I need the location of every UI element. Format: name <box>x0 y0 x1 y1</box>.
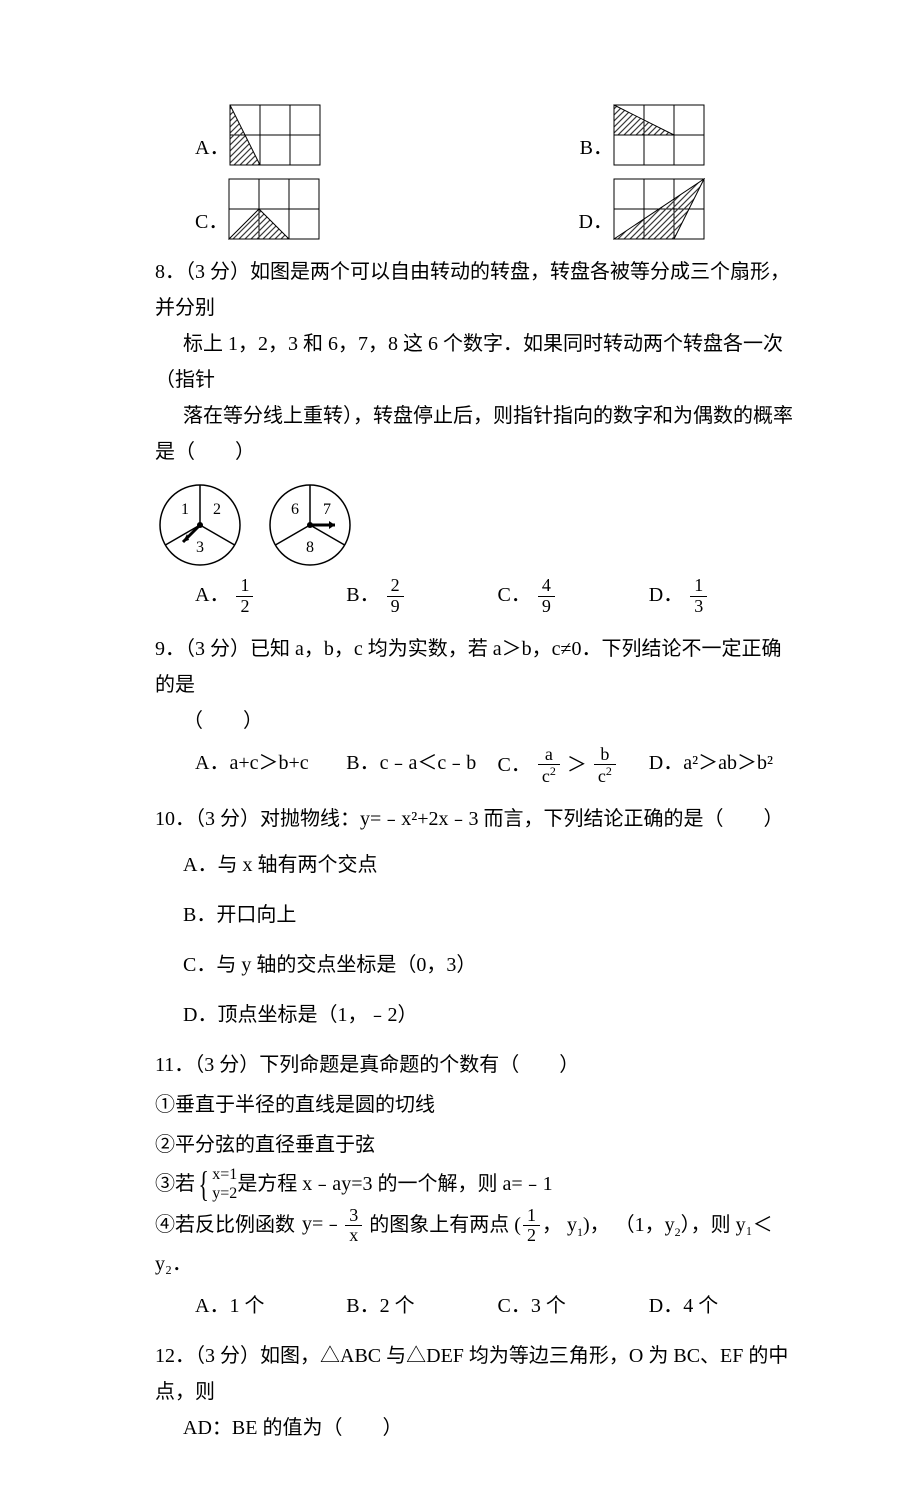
spinner-right: 6 7 8 <box>265 480 355 570</box>
q10-option-a: A．与 x 轴有两个交点 <box>155 847 800 883</box>
q9-stem-1: 9．（3 分）已知 a，b，c 均为实数，若 a＞b，c≠0．下列结论不一定正确… <box>155 631 800 703</box>
svg-text:2: 2 <box>213 501 221 518</box>
q8-stem-3: 落在等分线上重转），转盘停止后，则指针指向的数字和为偶数的概率是（ ） <box>155 398 800 470</box>
q8-stem-2: 标上 1，2，3 和 6，7，8 这 6 个数字．如果同时转动两个转盘各一次（指… <box>155 326 800 398</box>
text: 是方程 x﹣ay=3 的一个解，则 a=﹣1 <box>237 1166 552 1202</box>
option-label: C． <box>195 204 228 240</box>
q11-option-a: A．1 个 <box>195 1288 346 1324</box>
q7-option-d: D． <box>579 178 705 240</box>
q7-options: A． B． <box>155 104 800 240</box>
q7-thumb-d <box>613 178 705 240</box>
text: 的图象上有两点 <box>369 1213 509 1235</box>
svg-text:8: 8 <box>306 539 314 556</box>
brace-icon: { <box>198 1166 208 1202</box>
fraction: 12 <box>523 1206 540 1247</box>
q9-option-d: D．a²＞ab＞b² <box>649 745 800 788</box>
q8-option-a: A． 12 <box>195 576 346 617</box>
svg-text:1: 1 <box>181 501 189 518</box>
q8-option-c: C． 49 <box>498 576 649 617</box>
option-label: C． <box>498 753 531 775</box>
q10: 10．（3 分）对抛物线：y=﹣x²+2x﹣3 而言，下列结论正确的是（ ） A… <box>155 801 800 1033</box>
q11-option-c: C．3 个 <box>498 1288 649 1324</box>
q11-option-b: B．2 个 <box>346 1288 497 1324</box>
q9-option-c: C． a c2 ＞ b c2 <box>498 745 649 788</box>
svg-text:7: 7 <box>323 501 331 518</box>
option-text: a+c＞b+c <box>229 752 308 774</box>
q8-option-b: B． 29 <box>346 576 497 617</box>
text: ④若反比例函数 <box>155 1213 295 1235</box>
q11-stem: 11．（3 分）下列命题是真命题的个数有（ ） <box>155 1047 800 1083</box>
q10-option-b: B．开口向上 <box>155 897 800 933</box>
q12: 12．（3 分）如图，△ABC 与△DEF 均为等边三角形，O 为 BC、EF … <box>155 1338 800 1446</box>
q11-options: A．1 个 B．2 个 C．3 个 D．4 个 <box>155 1288 800 1324</box>
text: （1， <box>615 1213 665 1235</box>
option-label: A． <box>195 584 229 606</box>
q7-thumb-b <box>613 104 705 166</box>
q9: 9．（3 分）已知 a，b，c 均为实数，若 a＞b，c≠0．下列结论不一定正确… <box>155 631 800 788</box>
q9-option-a: A．a+c＞b+c <box>195 745 346 788</box>
text: ③若 <box>155 1166 195 1202</box>
text: y <box>567 1213 577 1235</box>
option-label: B． <box>346 584 379 606</box>
option-label: B． <box>580 130 613 166</box>
option-label: B． <box>346 752 379 774</box>
q9-options: A．a+c＞b+c B．c﹣a＜c﹣b C． a c2 ＞ b c2 D．a²＞… <box>155 745 800 788</box>
option-label: D． <box>649 584 683 606</box>
option-text: a²＞ab＞b² <box>683 752 773 774</box>
q10-stem: 10．（3 分）对抛物线：y=﹣x²+2x﹣3 而言，下列结论正确的是（ ） <box>155 801 800 837</box>
q11-p3: ③若 { x=1 y=2 是方程 x﹣ay=3 的一个解，则 a=﹣1 <box>155 1165 800 1203</box>
q8-stem-1: 8．（3 分）如图是两个可以自由转动的转盘，转盘各被等分成三个扇形，并分别 <box>155 254 800 326</box>
option-label: D． <box>579 204 613 240</box>
q7-option-a: A． <box>195 104 321 166</box>
q9-stem-2: （ ） <box>155 703 800 739</box>
q7-thumb-a <box>229 104 321 166</box>
q7-thumb-c <box>228 178 320 240</box>
fraction: 29 <box>387 576 404 617</box>
q11-p4: ④若反比例函数 y=﹣3x 的图象上有两点 (12， y1)， （1，y2），则… <box>155 1206 800 1283</box>
q10-option-c: C．与 y 轴的交点坐标是（0，3） <box>155 947 800 983</box>
q9-option-b: B．c﹣a＜c﹣b <box>346 745 497 788</box>
svg-text:3: 3 <box>196 539 204 556</box>
q8-figure: 1 2 3 6 7 8 <box>155 480 800 570</box>
fraction: 12 <box>236 576 253 617</box>
q12-line2: AD：BE 的值为（ ） <box>155 1410 800 1446</box>
q7-option-b: B． <box>580 104 705 166</box>
q8-option-d: D． 13 <box>649 576 800 617</box>
q8: 8．（3 分）如图是两个可以自由转动的转盘，转盘各被等分成三个扇形，并分别 标上… <box>155 254 800 617</box>
fraction: a c2 <box>538 745 560 788</box>
option-text: c﹣a＜c﹣b <box>380 752 477 774</box>
option-label: A． <box>195 752 229 774</box>
text: y <box>665 1213 675 1235</box>
q11-p2: ②平分弦的直径垂直于弦 <box>155 1127 800 1163</box>
option-label: A． <box>195 130 229 166</box>
equation-system: x=1 y=2 <box>212 1165 237 1203</box>
svg-text:6: 6 <box>291 501 299 518</box>
gt-sign: ＞ <box>567 753 587 775</box>
option-label: D． <box>649 752 683 774</box>
q11-p1: ①垂直于半径的直线是圆的切线 <box>155 1087 800 1123</box>
q10-option-d: D．顶点坐标是（1，﹣2） <box>155 997 800 1033</box>
fraction: 13 <box>690 576 707 617</box>
option-label: C． <box>498 584 531 606</box>
spinner-left: 1 2 3 <box>155 480 245 570</box>
q12-line1: 12．（3 分）如图，△ABC 与△DEF 均为等边三角形，O 为 BC、EF … <box>155 1338 800 1410</box>
fraction: b c2 <box>594 745 616 788</box>
text: y=﹣ <box>302 1213 343 1235</box>
fraction: 3x <box>345 1206 362 1247</box>
fraction: 49 <box>538 576 555 617</box>
q11-option-d: D．4 个 <box>649 1288 800 1324</box>
q11: 11．（3 分）下列命题是真命题的个数有（ ） ①垂直于半径的直线是圆的切线 ②… <box>155 1047 800 1324</box>
q7-option-c: C． <box>195 178 320 240</box>
exam-page: A． B． <box>0 0 920 1506</box>
q8-options: A． 12 B． 29 C． 49 D． 13 <box>155 576 800 617</box>
